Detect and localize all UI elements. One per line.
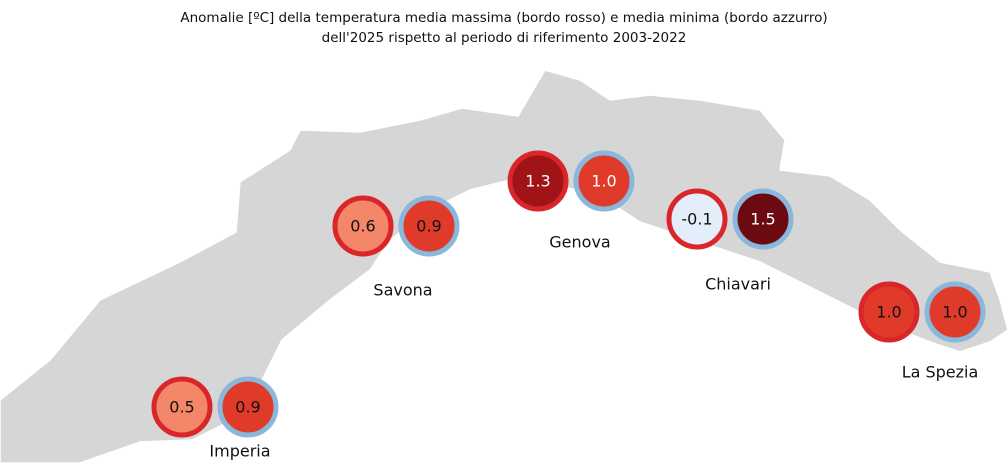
max-circle: [507, 150, 569, 212]
max-value: 0.6: [350, 217, 375, 236]
title-line: dell'2025 rispetto al periodo di riferim…: [322, 30, 687, 46]
max-value: 1.0: [876, 303, 901, 322]
min-circle: [924, 281, 986, 343]
max-value: 1.3: [525, 172, 550, 191]
min-circle: [217, 376, 279, 438]
max-circle: [332, 195, 394, 257]
max-circle: [151, 376, 213, 438]
city-label: Chiavari: [705, 275, 771, 294]
min-value: 1.5: [750, 210, 775, 229]
min-value: 0.9: [235, 398, 260, 417]
min-circle: [573, 150, 635, 212]
min-value: 0.9: [416, 217, 441, 236]
min-value: 1.0: [942, 303, 967, 322]
max-circle: [666, 188, 728, 250]
city-label: Genova: [549, 233, 610, 252]
max-value: -0.1: [681, 210, 712, 229]
max-circle: [858, 281, 920, 343]
city-label: Imperia: [209, 442, 270, 461]
region-shape: [0, 69, 1008, 463]
title-line: Anomalie [ºC] della temperatura media ma…: [180, 10, 827, 26]
min-circle: [398, 195, 460, 257]
max-value: 0.5: [169, 398, 194, 417]
city-label: Savona: [373, 281, 432, 300]
min-circle: [732, 188, 794, 250]
city-label: La Spezia: [902, 363, 979, 382]
min-value: 1.0: [591, 172, 616, 191]
